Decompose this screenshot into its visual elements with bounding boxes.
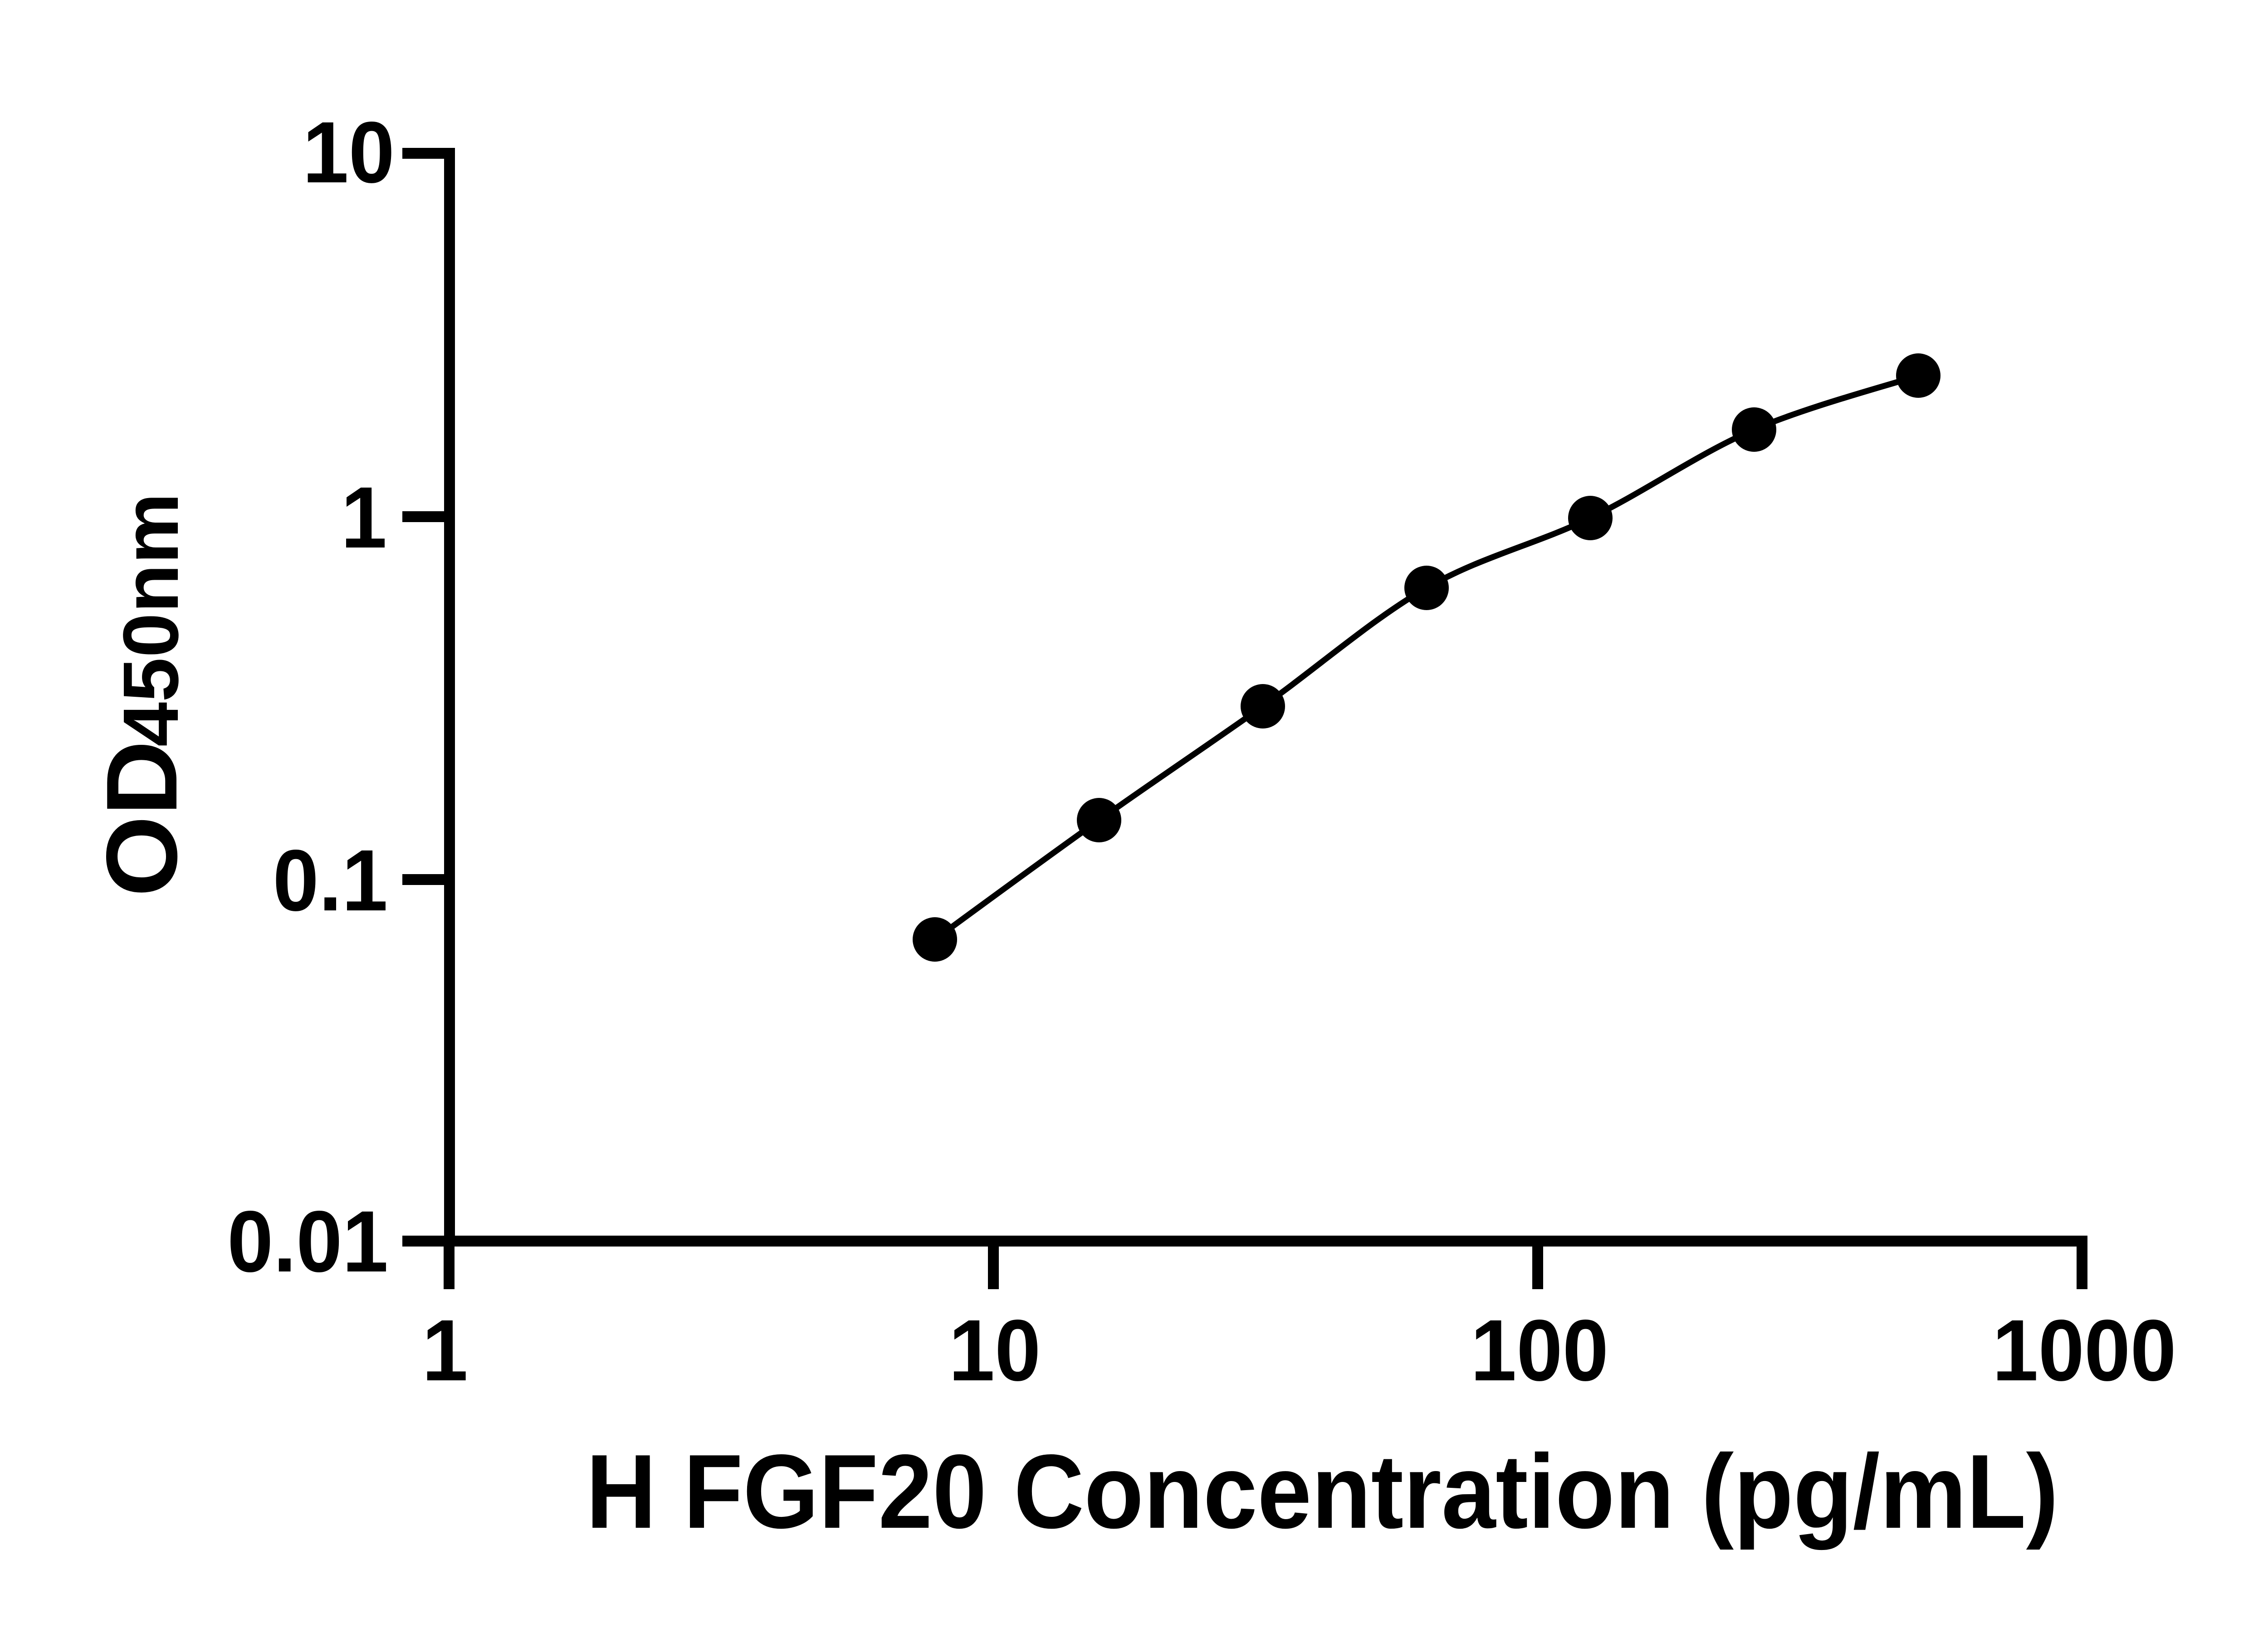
svg-text:1: 1 — [341, 469, 387, 566]
svg-text:1000: 1000 — [1992, 1301, 2176, 1399]
svg-text:100: 100 — [1471, 1301, 1608, 1399]
svg-text:450nm: 450nm — [108, 493, 195, 747]
svg-text:0.01: 0.01 — [227, 1193, 388, 1290]
svg-text:H FGF20 Concentration (pg/mL): H FGF20 Concentration (pg/mL) — [586, 1433, 2058, 1550]
svg-text:10: 10 — [949, 1301, 1041, 1399]
svg-text:1: 1 — [422, 1301, 468, 1399]
svg-text:0.1: 0.1 — [273, 831, 388, 929]
svg-text:OD: OD — [85, 740, 198, 897]
svg-text:10: 10 — [303, 103, 395, 201]
